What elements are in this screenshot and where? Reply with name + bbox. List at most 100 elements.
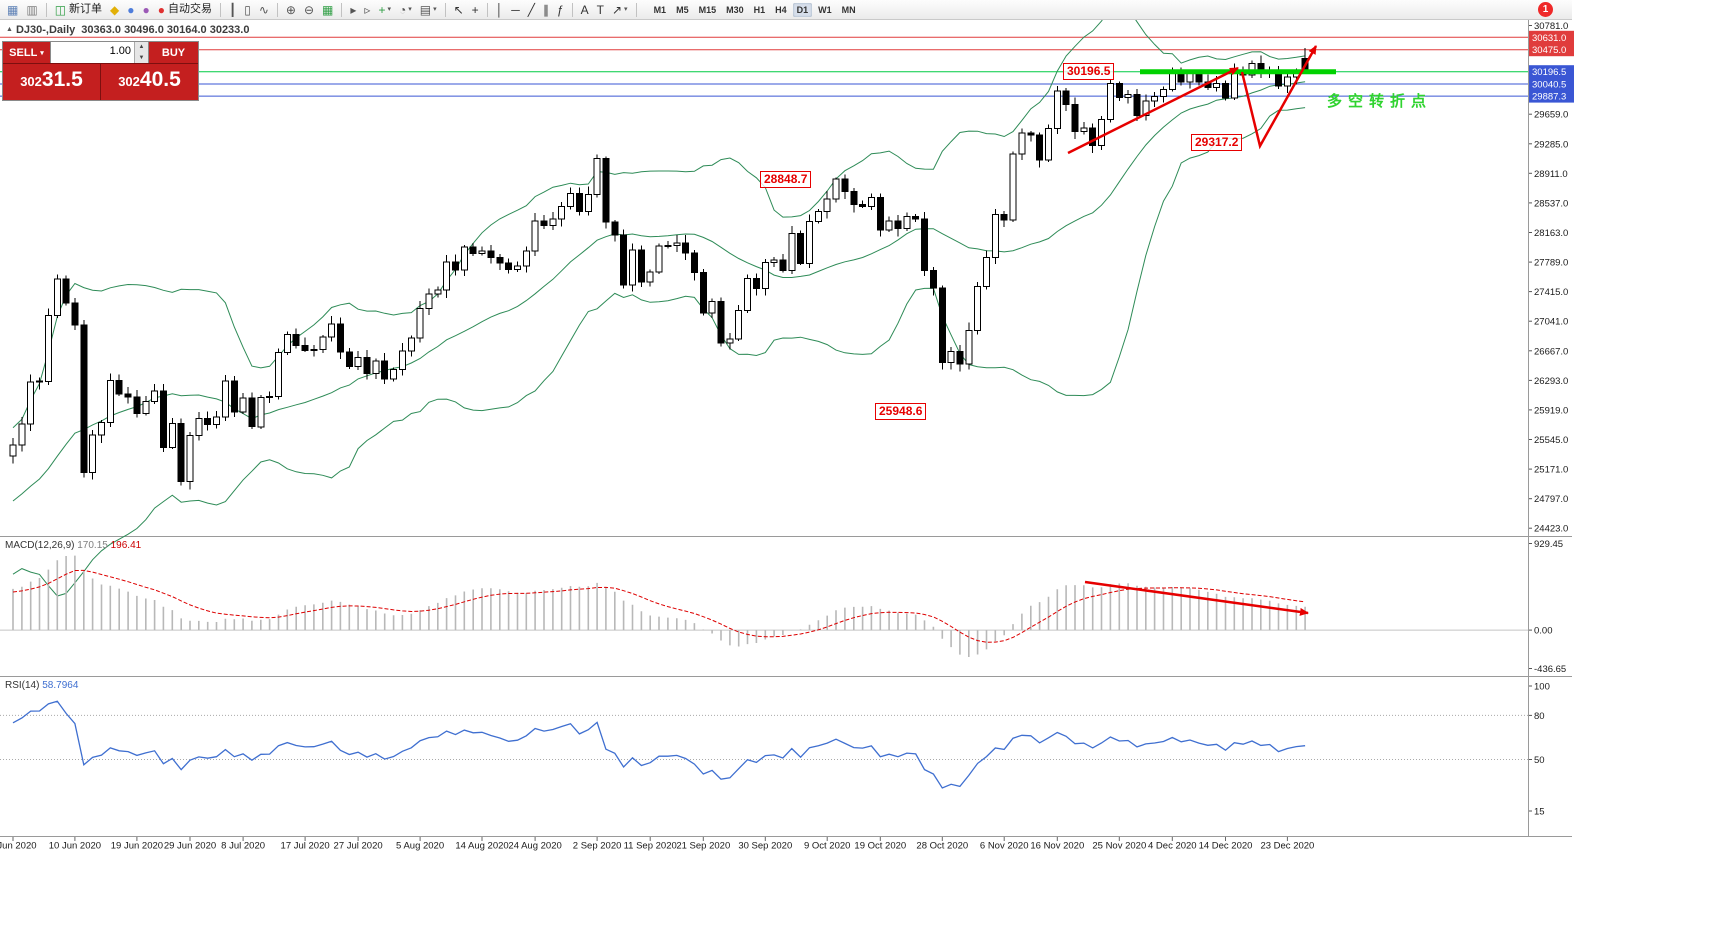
crosshair-icon[interactable]: +	[469, 1, 482, 18]
svg-text:8 Jul 2020: 8 Jul 2020	[221, 841, 265, 852]
price-annotation-box[interactable]: 25948.6	[875, 403, 927, 420]
timeframe-m5[interactable]: M5	[676, 4, 689, 15]
buy-button[interactable]: BUY	[149, 42, 198, 63]
timeframe-d1[interactable]: D1	[792, 2, 813, 17]
buy-price[interactable]: 302 40.5	[100, 64, 198, 100]
fibonacci-icon[interactable]: ƒ	[554, 1, 567, 18]
periods-icon[interactable]: ◔ ▾	[396, 1, 415, 18]
text-icon[interactable]: A	[578, 1, 592, 18]
metaeditor-icon[interactable]: ◆	[107, 1, 122, 18]
indicators-icon: +	[378, 2, 386, 17]
templates-icon[interactable]: ▤ ▾	[417, 1, 440, 18]
rsi-value: 58.7964	[42, 680, 79, 691]
navigator-icon: ●	[142, 2, 150, 17]
lot-increase-button[interactable]: ▲	[134, 42, 148, 53]
candlestick-icon[interactable]: ▯	[241, 1, 254, 18]
autotrading-button: ●	[157, 2, 166, 17]
sell-button[interactable]: SELL ▾	[3, 42, 50, 63]
timeframe-h4[interactable]: H4	[775, 4, 787, 15]
timeframe-m1[interactable]: M1	[653, 4, 667, 15]
templates-icon: ▤	[419, 2, 432, 17]
channel-icon[interactable]: ∥	[540, 1, 552, 18]
timeframe-mn[interactable]: MN	[841, 4, 856, 15]
bar-chart-icon: ┃	[229, 2, 237, 17]
svg-text:50: 50	[1534, 755, 1545, 766]
rsi-name: RSI(14)	[5, 680, 40, 691]
zoom-in-icon[interactable]: ⊕	[283, 1, 299, 18]
auto-scroll-icon[interactable]: ▸	[347, 1, 359, 18]
trendline-icon: ╱	[527, 2, 535, 17]
price-annotation-box[interactable]: 29317.2	[1191, 134, 1243, 151]
chart-shift-icon[interactable]: ▹	[361, 1, 373, 18]
zoom-out-icon[interactable]: ⊖	[301, 1, 317, 18]
chevron-down-icon: ▾	[408, 6, 412, 13]
cursor-icon[interactable]: ↖	[451, 1, 467, 18]
chart-symbol-period: DJ30-,Daily	[15, 24, 76, 36]
svg-text:6 Nov 2020: 6 Nov 2020	[980, 841, 1029, 852]
market-watch-icon[interactable]: ●	[124, 1, 137, 18]
svg-text:27041.0: 27041.0	[1534, 317, 1568, 328]
timeframe-w1[interactable]: W1	[818, 4, 832, 15]
svg-text:30 Sep 2020: 30 Sep 2020	[738, 841, 792, 852]
svg-text:25545.0: 25545.0	[1534, 435, 1568, 446]
profiles-icon[interactable]: ▥	[23, 1, 40, 18]
horizontal-line-icon[interactable]: ─	[508, 1, 523, 18]
chart-frame	[0, 20, 1572, 837]
timeframe-h1[interactable]: H1	[753, 4, 766, 15]
svg-text:21 Sep 2020: 21 Sep 2020	[676, 841, 730, 852]
timeframe-m30[interactable]: M30	[726, 4, 744, 15]
price-annotation-box[interactable]: 30196.5	[1063, 63, 1115, 80]
svg-text:29 Jun 2020: 29 Jun 2020	[164, 841, 216, 852]
lot-size-input[interactable]: 1.00	[51, 42, 134, 63]
chart-state-icon: ▲	[6, 26, 13, 33]
trendline-icon[interactable]: ╱	[525, 1, 538, 18]
channel-icon: ∥	[542, 2, 549, 17]
svg-text:15: 15	[1534, 807, 1545, 818]
svg-text:30196.5: 30196.5	[1532, 67, 1566, 78]
rsi-line	[12, 700, 1306, 789]
vertical-line-icon[interactable]: │	[493, 1, 507, 18]
text-label-icon[interactable]: T	[594, 1, 607, 18]
lot-decrease-button[interactable]: ▼	[134, 52, 148, 63]
zoom-out-icon: ⊖	[303, 2, 315, 17]
line-chart-icon[interactable]: ∿	[256, 1, 272, 18]
trend-arrow[interactable]	[1067, 66, 1239, 155]
new-chart-icon[interactable]: ▦	[4, 1, 21, 18]
trend-arrows	[1067, 45, 1318, 155]
macd-trend-arrow[interactable]	[1084, 580, 1309, 616]
price-annotation-box[interactable]: 28848.7	[760, 171, 812, 188]
zoom-in-icon: ⊕	[285, 2, 296, 17]
indicators-icon[interactable]: + ▾	[375, 1, 394, 18]
buy-button-label: BUY	[161, 46, 186, 59]
trend-arrow[interactable]	[1240, 45, 1318, 150]
svg-text:30475.0: 30475.0	[1532, 45, 1566, 56]
svg-text:24 Aug 2020: 24 Aug 2020	[508, 841, 561, 852]
svg-text:2 Sep 2020: 2 Sep 2020	[573, 841, 622, 852]
svg-text:27789.0: 27789.0	[1534, 258, 1568, 269]
notification-badge[interactable]: 1	[1538, 2, 1553, 17]
lot-spinner: ▲ ▼	[134, 42, 148, 63]
svg-text:14 Aug 2020: 14 Aug 2020	[455, 841, 508, 852]
arrows-icon[interactable]: ↗ ▾	[609, 1, 631, 18]
bar-chart-icon[interactable]: ┃	[226, 1, 239, 18]
macd-signal-value: 196.41	[110, 540, 142, 551]
timeframe-m15[interactable]: M15	[698, 4, 717, 15]
svg-text:1 Jun 2020: 1 Jun 2020	[0, 841, 37, 852]
navigator-icon[interactable]: ●	[140, 1, 153, 18]
sell-price[interactable]: 302 31.5	[3, 64, 100, 100]
svg-text:100: 100	[1534, 682, 1550, 693]
svg-text:26293.0: 26293.0	[1534, 376, 1568, 387]
new-chart-icon: ▦	[7, 2, 19, 17]
sell-dropdown-icon[interactable]: ▾	[40, 49, 44, 57]
arrows-icon: ↗	[611, 2, 623, 17]
svg-text:28163.0: 28163.0	[1534, 228, 1568, 239]
svg-text:30040.5: 30040.5	[1532, 80, 1566, 91]
autotrading-button[interactable]: ● 自动交易	[155, 1, 215, 18]
svg-text:25919.0: 25919.0	[1534, 405, 1568, 416]
tile-windows-icon[interactable]: ▦	[319, 1, 336, 18]
new-order-button[interactable]: ◫ 新订单	[52, 1, 105, 18]
svg-text:25 Nov 2020: 25 Nov 2020	[1092, 841, 1146, 852]
svg-text:9 Oct 2020: 9 Oct 2020	[804, 841, 850, 852]
